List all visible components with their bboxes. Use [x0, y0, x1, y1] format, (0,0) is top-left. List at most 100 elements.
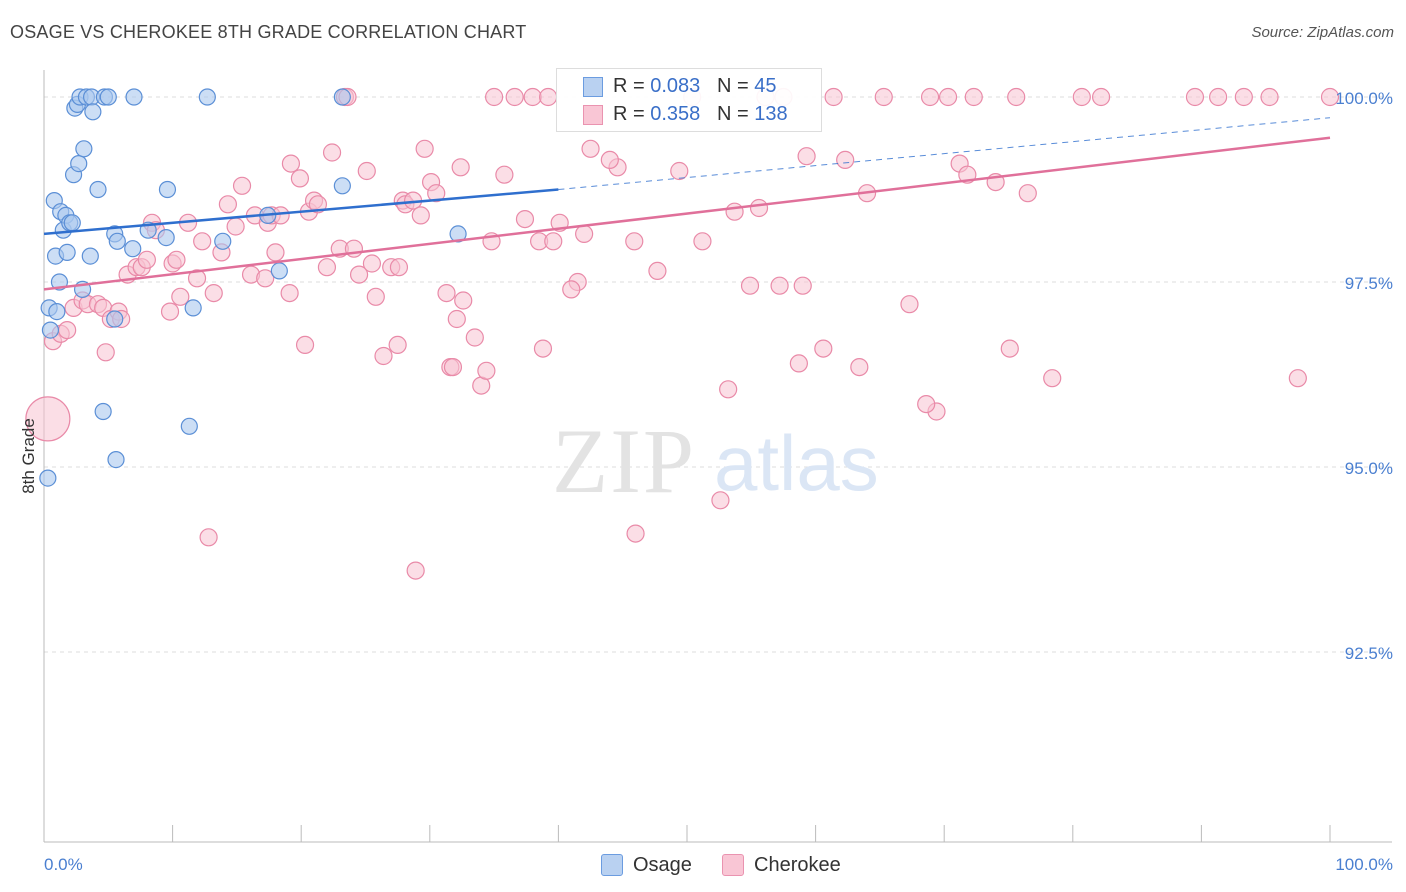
cherokee-point [199, 528, 218, 547]
cherokee-point [281, 154, 301, 173]
cherokee-point [256, 269, 275, 288]
cherokee-point [1018, 184, 1037, 203]
cherokee-point [427, 184, 446, 203]
cherokee-point [308, 195, 328, 214]
osage-point [39, 469, 57, 487]
cherokee-point [362, 254, 382, 273]
cherokee-point [562, 280, 581, 299]
osage-point [158, 180, 177, 199]
cherokee-point [171, 287, 190, 306]
osage-trend-extension [558, 117, 1331, 190]
cherokee-point [625, 232, 644, 251]
cherokee-point [447, 309, 466, 329]
axes [43, 70, 1392, 843]
cherokee-point [437, 284, 456, 303]
cherokee-point [814, 339, 833, 358]
cherokee-point [515, 210, 535, 229]
cherokee-point [389, 258, 409, 277]
osage-point [180, 417, 198, 435]
cherokee-point [357, 161, 376, 181]
cherokee-point [322, 143, 342, 162]
cherokee-point [1007, 87, 1026, 107]
osage-legend-label: Osage [633, 854, 692, 876]
cherokee-point [670, 161, 689, 181]
trend-lines [43, 117, 1331, 291]
cherokee-legend-label: Cherokee [754, 854, 841, 876]
cherokee-point [749, 198, 769, 218]
cherokee-points [25, 87, 1340, 580]
cherokee-point [600, 150, 619, 169]
cherokee-point [789, 354, 808, 373]
cherokee-point [411, 206, 430, 225]
cherokee-point [25, 396, 71, 442]
r-value: 0.083 [650, 75, 701, 97]
cherokee-point [711, 491, 730, 510]
cherokee-point [232, 176, 252, 195]
osage-point [449, 225, 467, 243]
cherokee-point [1288, 369, 1307, 388]
osage-point [125, 88, 143, 106]
cherokee-point [406, 561, 425, 580]
osage-point [157, 229, 175, 247]
osage-points [39, 88, 467, 487]
cherokee-point [797, 147, 816, 166]
watermark: ZIP atlas [552, 410, 879, 512]
cherokee-point [920, 87, 940, 107]
osage-point [99, 88, 117, 106]
series-legend: Osage Cherokee [0, 852, 1406, 878]
r-label: R = [613, 103, 651, 125]
cherokee-point [454, 291, 473, 310]
cherokee-point [451, 158, 470, 177]
y-tick-label: 97.5% [1345, 274, 1393, 293]
x-tick-label: 0.0% [44, 855, 83, 874]
cherokee-point [900, 295, 919, 314]
cherokee-point [1072, 87, 1091, 107]
osage-point [108, 232, 126, 250]
cherokee-point [349, 265, 369, 284]
cherokee-stats: R = 0.358 N = 138 [613, 100, 788, 128]
osage-point [214, 232, 232, 250]
cherokee-point [964, 87, 983, 107]
osage-point [84, 103, 102, 121]
n-value: 45 [754, 75, 777, 97]
cherokee-point [874, 87, 893, 107]
cherokee-point [193, 232, 212, 251]
cherokee-point [485, 87, 504, 107]
cherokee-point [187, 269, 207, 288]
n-value: 138 [754, 103, 788, 125]
cherokee-point [58, 321, 77, 340]
cherokee-point [725, 202, 744, 221]
r-label: R = [613, 75, 651, 97]
osage-point [333, 88, 351, 106]
source-credit: Source: ZipAtlas.com [1251, 24, 1394, 41]
cherokee-point [1043, 369, 1062, 388]
cherokee-point [626, 524, 645, 543]
cherokee-point [505, 87, 524, 107]
cherokee-point [523, 87, 542, 107]
cherokee-point [96, 343, 115, 362]
cherokee-point [465, 328, 484, 347]
osage-point [124, 240, 142, 258]
osage-point [107, 451, 125, 469]
osage-point [63, 214, 81, 232]
cherokee-point [1209, 87, 1228, 107]
osage-stats: R = 0.083 N = 45 [613, 72, 776, 100]
cherokee-point [793, 276, 812, 295]
cherokee-point [1091, 87, 1111, 107]
cherokee-point [295, 335, 315, 354]
cherokee-point [544, 232, 563, 251]
osage-point [89, 180, 107, 199]
cherokee-point [366, 287, 385, 306]
n-label: N = [716, 103, 755, 125]
x-tick-label: 100.0% [1335, 855, 1393, 874]
cherokee-point [836, 150, 855, 169]
y-tick-label: 100.0% [1335, 89, 1393, 108]
cherokee-point [167, 250, 186, 269]
cherokee-point [719, 380, 738, 399]
osage-point [70, 155, 88, 173]
cherokee-point [740, 276, 760, 295]
cherokee-point [1185, 87, 1205, 107]
stats-legend: R = 0.083 N = 45 R = 0.358 N = 138 [556, 68, 822, 132]
cherokee-point [575, 224, 594, 243]
osage-point [48, 303, 66, 321]
